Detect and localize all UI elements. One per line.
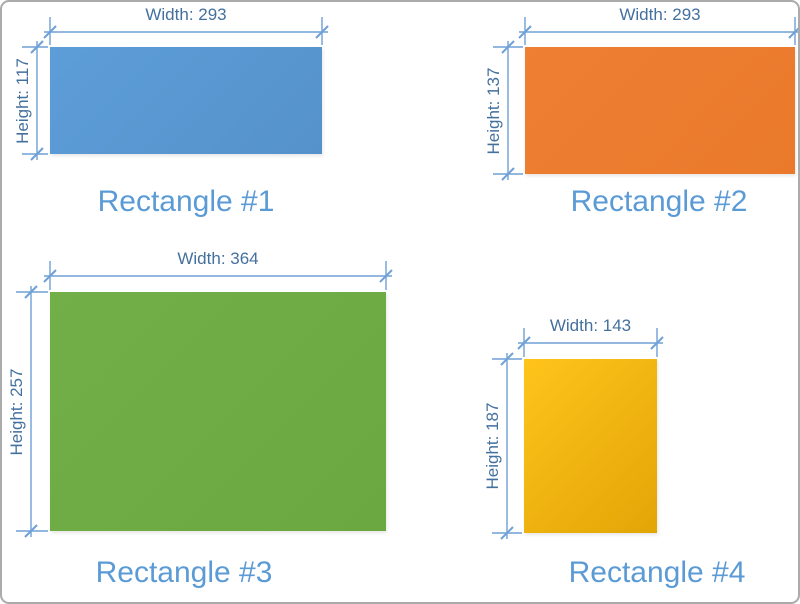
rectangle-1-width-tick-right: [315, 25, 329, 39]
rectangle-2-shape: [525, 47, 795, 174]
rectangle-4-height-tick-bottom: [500, 526, 514, 540]
rectangle-1-width-label: Width: 293: [145, 5, 227, 24]
rectangle-2-height-tick-top: [501, 40, 515, 54]
rectangle-3-caption: Rectangle #3: [95, 556, 273, 589]
rectangle-3-width-label: Width: 364: [177, 249, 259, 268]
rectangle-4-width-tick-left: [517, 336, 531, 350]
rectangle-1-height-tick-top: [30, 40, 44, 54]
rectangle-1-shape: [50, 47, 322, 154]
rectangle-3-shape: [50, 292, 386, 531]
rectangle-3-height-tick-bottom: [24, 524, 38, 538]
rectangle-2-width-tick-left: [518, 25, 532, 39]
rectangle-2-height-label: Height: 137: [484, 67, 503, 154]
rectangle-4-height-tick-top: [500, 352, 514, 366]
rectangle-3-height-label: Height: 257: [7, 368, 26, 455]
rectangle-4-width-tick-right: [650, 336, 664, 350]
rectangle-1-caption: Rectangle #1: [97, 185, 275, 218]
rectangle-4-caption: Rectangle #4: [568, 556, 746, 589]
rectangle-4-shape: [524, 359, 657, 533]
rectangle-2-height-tick-bottom: [501, 167, 515, 181]
rectangle-2-caption: Rectangle #2: [570, 185, 748, 218]
rectangle-4-height-label: Height: 187: [483, 402, 502, 490]
rectangle-1-width-tick-left: [43, 25, 57, 39]
rectangle-2-width-label: Width: 293: [619, 5, 701, 24]
rectangle-4-width-label: Width: 143: [549, 316, 632, 335]
rectangle-1-height-label: Height: 117: [13, 57, 32, 144]
rectangle-1-height-tick-bottom: [30, 147, 44, 161]
rectangle-3-height-tick-top: [24, 285, 38, 299]
rectangle-3-width-tick-left: [43, 269, 57, 283]
rectangle-3-width-tick-right: [379, 269, 393, 283]
